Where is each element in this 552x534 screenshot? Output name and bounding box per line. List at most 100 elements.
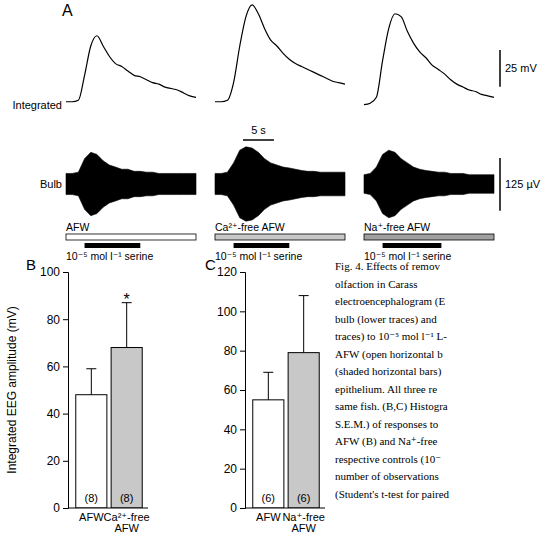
scale-bar: [499, 158, 501, 211]
condition-bar: [364, 234, 494, 240]
plot-area: [66, 5, 494, 221]
row-label: Integrated: [12, 99, 62, 111]
plot-area: [253, 296, 319, 508]
stimulus-bar: [234, 243, 290, 248]
tick: 20: [47, 454, 68, 468]
tick-label: 100: [217, 305, 237, 319]
caption-line: (shaded horizontal bars): [335, 365, 442, 378]
tick-mark: [63, 366, 68, 367]
caption-line: respective controls (10⁻: [335, 453, 441, 466]
tick-label: 100: [40, 265, 60, 279]
tick-mark: [63, 414, 68, 415]
error-bar: [122, 303, 132, 348]
stimulus-label: 10⁻⁵ mol l⁻¹ serine: [215, 250, 302, 262]
axis-line: [63, 273, 69, 509]
tick-label: 0: [230, 501, 237, 515]
n-label: (8): [120, 492, 133, 504]
tick-label: 80: [47, 313, 61, 327]
error-bar: [86, 369, 96, 395]
caption-line: bulb (lower traces) and: [335, 313, 437, 326]
tick: 0: [230, 501, 245, 515]
tick-mark: [240, 311, 245, 312]
y-axis: 0 20 40 60 80 100 120: [217, 265, 246, 515]
y-axis: 0 20 40 60 80 100: [40, 265, 69, 515]
row-label: Bulb: [40, 178, 62, 190]
scale-bar: [243, 139, 274, 141]
tick-label: 40: [47, 407, 61, 421]
panel-label: A: [62, 2, 73, 19]
error-bar-cap: [299, 295, 309, 296]
caption-line: AFW (B) and Na⁺-free: [335, 435, 438, 448]
tick: 100: [40, 265, 68, 279]
tick: 80: [47, 313, 68, 327]
tick: 20: [224, 462, 245, 476]
error-bar: [299, 296, 309, 353]
caption-line: electroencephalogram (E: [335, 295, 446, 308]
tick: 60: [47, 360, 68, 374]
error-bar-cap: [86, 368, 96, 369]
caption: Fig. 4. Effects of removolfaction in Car…: [335, 260, 450, 501]
stimulus-bar: [85, 243, 141, 248]
tick: 0: [53, 501, 68, 515]
error-bar-stem: [303, 296, 304, 353]
condition-label: AFW: [66, 221, 89, 233]
bar: [111, 348, 142, 508]
tick-label: 20: [47, 454, 61, 468]
tick-mark: [240, 272, 245, 273]
caption-line: number of observations: [335, 470, 439, 482]
x-axis-line: [68, 508, 148, 509]
caption-line: Fig. 4. Effects of remov: [335, 260, 440, 272]
tick-label: 80: [224, 344, 238, 358]
error-bar: [263, 372, 273, 400]
category-label: Na⁺-freeAFW: [282, 511, 325, 534]
stimulus-label: 10⁻⁵ mol l⁻¹ serine: [66, 250, 153, 262]
tick-label: 40: [224, 423, 238, 437]
error-bar-stem: [268, 372, 269, 400]
significance-label: *: [124, 291, 130, 308]
bulb-trace: [66, 152, 196, 215]
bulb-trace: [364, 150, 494, 218]
scale-bar-label: 125 µV: [505, 178, 541, 190]
bar: [253, 400, 284, 508]
category-label: Ca²⁺-freeAFW: [104, 511, 150, 534]
tick-label: 0: [53, 501, 60, 515]
plot-area: [76, 303, 142, 508]
tick: 40: [224, 423, 245, 437]
integrated-trace: [215, 5, 345, 102]
tick-label: 60: [224, 383, 238, 397]
integrated-trace: [364, 14, 494, 105]
caption-line: S.E.M.) of responses to: [335, 418, 439, 431]
n-label: (6): [262, 492, 275, 504]
tick-mark: [240, 351, 245, 352]
n-label: (6): [297, 492, 310, 504]
caption-line: epithelium. All three re: [335, 383, 437, 395]
tick-mark: [240, 508, 245, 509]
category-label: AFW: [79, 511, 104, 523]
caption-line: AFW (open horizontal b: [335, 348, 443, 361]
category-label: AFW: [256, 511, 281, 523]
figure: A Integrated Bulb AFW 10⁻⁵ mol l⁻¹ serine Ca²…: [0, 0, 552, 534]
axis-line: [240, 273, 246, 509]
caption-line: traces) to 10⁻⁵ mol l⁻¹ L-: [335, 330, 447, 343]
condition-label: Na⁺-free AFW: [364, 221, 430, 233]
condition-bar: [66, 234, 196, 240]
tick-label: 20: [224, 462, 238, 476]
condition-bar: [215, 234, 345, 240]
tick: 100: [217, 305, 245, 319]
tick-mark: [240, 469, 245, 470]
x-axis-line: [245, 508, 325, 509]
tick: 120: [217, 265, 245, 279]
error-bar-cap: [263, 372, 273, 373]
tick-mark: [240, 390, 245, 391]
tick: 80: [224, 344, 245, 358]
bulb-trace: [215, 147, 345, 221]
tick: 60: [224, 383, 245, 397]
tick-label: 60: [47, 360, 61, 374]
panel-label: B: [26, 256, 36, 273]
axis-title: Integrated EEG amplitude (mV): [5, 306, 19, 473]
error-bar-stem: [126, 303, 127, 348]
tick: 40: [47, 407, 68, 421]
stimulus-bar: [383, 243, 442, 248]
tick-mark: [63, 319, 68, 320]
tick-mark: [240, 429, 245, 430]
